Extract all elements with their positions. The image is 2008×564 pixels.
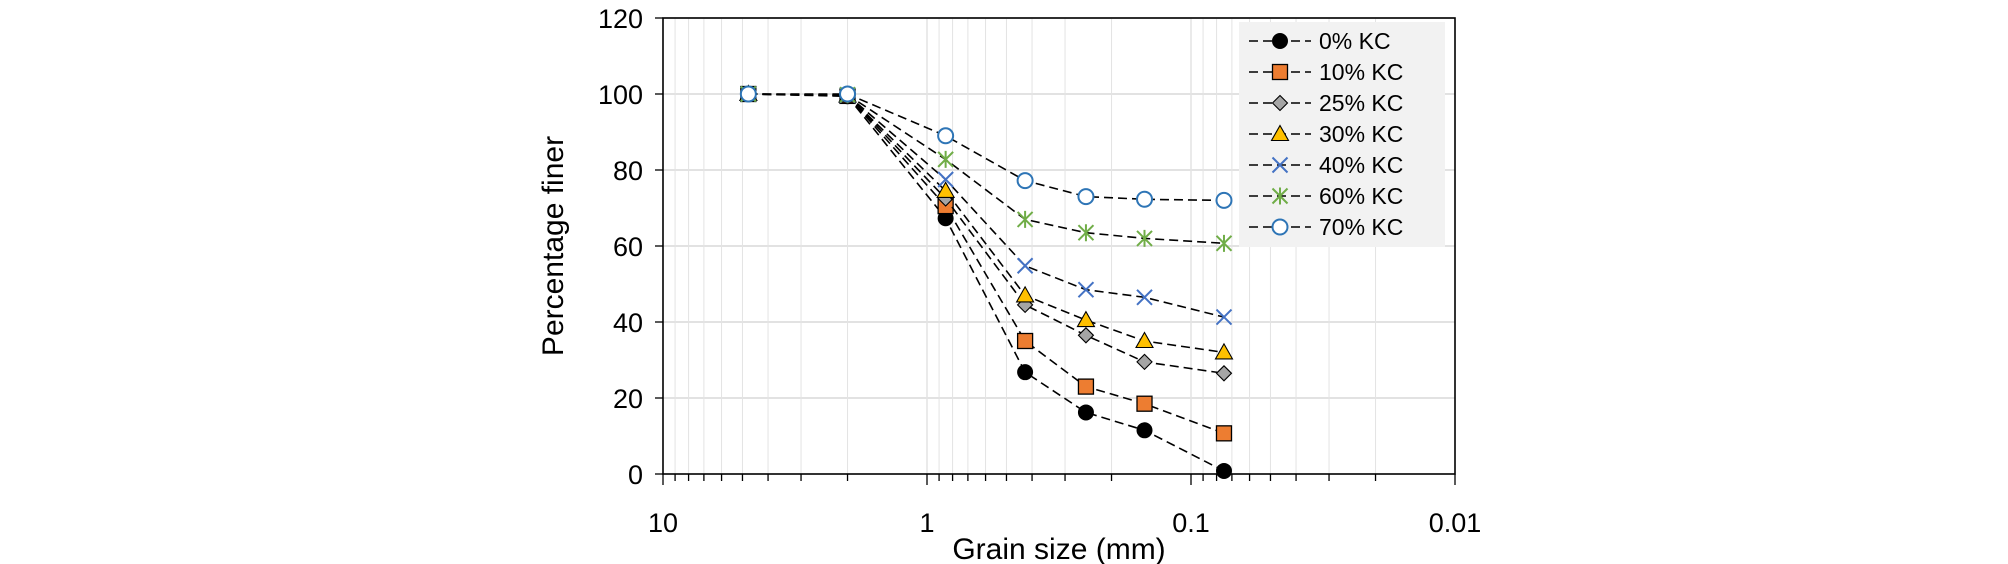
y-tick-label: 40	[613, 308, 643, 338]
data-point	[1215, 234, 1233, 252]
legend-label: 10% KC	[1319, 59, 1403, 85]
legend-entry: 25% KC	[1249, 90, 1403, 116]
legend-marker	[1271, 187, 1289, 205]
data-point	[1215, 191, 1233, 209]
legend-label: 60% KC	[1319, 183, 1403, 209]
data-point	[1015, 285, 1035, 303]
legend: 0% KC 10% KC 25% KC 30% KC 40% KC 60% KC 70% K…	[1239, 22, 1445, 247]
legend-label: 0% KC	[1319, 28, 1391, 54]
legend-marker	[1270, 124, 1290, 142]
x-tick-label: 0.1	[1172, 508, 1210, 538]
data-point	[1215, 425, 1233, 442]
axes: 10 1 0.1 0.01 0 20 40 60 80 100 120	[598, 4, 1481, 538]
data-point	[1215, 462, 1232, 479]
data-point	[1136, 395, 1153, 412]
data-point	[839, 85, 857, 103]
y-tick-label: 0	[628, 460, 643, 490]
series-10-kc	[740, 85, 1233, 442]
series-70-kc	[739, 85, 1233, 209]
legend-entry: 0% KC	[1249, 28, 1391, 54]
legend-label: 30% KC	[1319, 121, 1403, 147]
legend-entry: 40% KC	[1249, 152, 1403, 178]
x-axis-title: Grain size (mm)	[952, 533, 1165, 564]
x-tick-label: 10	[648, 508, 678, 538]
legend-label: 40% KC	[1319, 152, 1403, 178]
legend-label: 70% KC	[1319, 214, 1403, 240]
data-point	[1136, 422, 1153, 439]
data-point	[937, 171, 954, 188]
series-40-kc	[740, 85, 1233, 326]
series-25-kc	[740, 85, 1233, 382]
legend-marker	[1271, 94, 1289, 112]
data-point	[1136, 190, 1154, 208]
data-point	[739, 85, 757, 103]
data-point	[1135, 331, 1154, 349]
legend-marker	[1271, 218, 1289, 236]
data-point	[1016, 210, 1034, 228]
series-30-kc	[738, 84, 1234, 360]
data-point	[1016, 332, 1034, 350]
legend-entry: 60% KC	[1249, 183, 1403, 209]
data-point	[1215, 308, 1233, 326]
data-point	[1077, 188, 1095, 206]
series-layer	[738, 84, 1234, 479]
data-point	[1016, 172, 1034, 190]
y-axis-title: Percentage finer	[537, 136, 570, 356]
data-point	[1076, 310, 1096, 328]
legend-entry: 70% KC	[1249, 214, 1403, 240]
legend-marker	[1271, 63, 1289, 81]
data-point	[1077, 281, 1095, 298]
legend-entry: 30% KC	[1249, 121, 1403, 147]
series-line	[748, 93, 1225, 472]
x-tick-label: 1	[919, 508, 934, 538]
data-point	[1077, 327, 1095, 344]
legend-entry: 10% KC	[1249, 59, 1403, 85]
series-line	[748, 93, 1225, 202]
data-point	[936, 181, 956, 198]
data-point	[1017, 364, 1034, 381]
series-line	[748, 93, 1225, 375]
legend-marker	[1272, 33, 1288, 49]
legend-marker	[1271, 156, 1289, 174]
data-point	[1136, 289, 1153, 306]
series-line	[748, 93, 1225, 245]
series-0-kc	[740, 86, 1232, 479]
data-point	[1016, 257, 1034, 274]
data-point	[1077, 404, 1094, 421]
data-point	[1136, 353, 1153, 371]
y-tick-label: 100	[598, 80, 643, 110]
x-tick-label: 0.01	[1429, 508, 1482, 538]
y-tick-label: 120	[598, 4, 643, 34]
data-point	[1077, 378, 1095, 395]
y-tick-label: 80	[613, 156, 643, 186]
series-60-kc	[740, 85, 1233, 252]
data-point	[1215, 365, 1233, 382]
data-point	[937, 150, 954, 168]
data-point	[1214, 342, 1234, 360]
series-line	[748, 93, 1225, 318]
legend-label: 25% KC	[1319, 90, 1403, 116]
data-point	[937, 127, 955, 145]
series-line	[748, 93, 1225, 435]
data-point	[1136, 229, 1153, 247]
y-tick-label: 60	[613, 232, 643, 262]
y-tick-label: 20	[613, 384, 643, 414]
data-point	[1077, 224, 1095, 242]
legend-box	[1239, 22, 1445, 247]
